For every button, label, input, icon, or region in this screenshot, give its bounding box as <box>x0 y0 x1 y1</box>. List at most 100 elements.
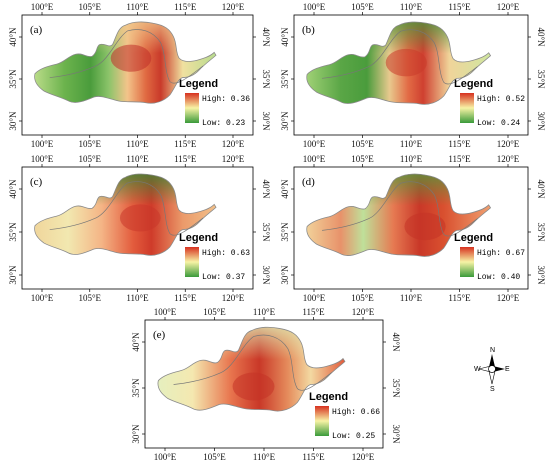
map-legend: Legend High: 0.52 Low: 0.24 <box>454 78 525 128</box>
longitude-tick-label: 110°E <box>126 139 149 149</box>
panel-label: (d) <box>302 176 315 188</box>
latitude-tick-label: 40°N <box>131 332 141 352</box>
latitude-tick-label: 40°N <box>280 179 290 199</box>
latitude-tick-label: 40°N <box>8 27 18 47</box>
longitude-tick-label: 105°E <box>203 307 226 317</box>
legend-high-value: High: 0.66 <box>332 408 380 417</box>
latitude-tick-label: 30°N <box>8 265 18 285</box>
latitude-tick-label: 35°N <box>261 222 271 242</box>
map-panel-d: 100°E 100°E 105°E 105°E 110°E 110°E 115°E 115°E… <box>272 152 550 304</box>
legend-high-value: High: 0.36 <box>202 95 250 104</box>
panel-label: (c) <box>30 176 43 188</box>
latitude-tick-label: 30°N <box>261 111 271 131</box>
latitude-tick-label: 35°N <box>536 222 546 242</box>
longitude-tick-label: 120°E <box>352 452 375 462</box>
longitude-tick-label: 110°E <box>400 293 423 303</box>
longitude-tick-label: 105°E <box>78 293 101 303</box>
longitude-tick-label: 115°E <box>174 2 197 12</box>
longitude-tick-label: 115°E <box>174 154 197 164</box>
longitude-tick-label: 120°E <box>497 139 520 149</box>
panel-label: (e) <box>153 329 166 341</box>
longitude-tick-label: 100°E <box>31 293 54 303</box>
legend-high-value: High: 0.52 <box>477 95 525 104</box>
legend-color-ramp <box>315 406 329 436</box>
longitude-tick-label: 105°E <box>351 2 374 12</box>
latitude-tick-label: 35°N <box>280 69 290 89</box>
longitude-tick-label: 100°E <box>303 139 326 149</box>
longitude-tick-label: 115°E <box>174 139 197 149</box>
legend-low-value: Low: 0.25 <box>332 432 375 441</box>
longitude-tick-label: 110°E <box>400 139 423 149</box>
longitude-tick-label: 100°E <box>303 154 326 164</box>
longitude-tick-label: 120°E <box>497 293 520 303</box>
longitude-tick-label: 115°E <box>448 154 471 164</box>
longitude-tick-label: 110°E <box>126 154 149 164</box>
latitude-tick-label: 30°N <box>536 265 546 285</box>
latitude-tick-label: 40°N <box>280 27 290 47</box>
longitude-tick-label: 105°E <box>78 139 101 149</box>
legend-title: Legend <box>179 78 218 90</box>
longitude-tick-label: 100°E <box>303 2 326 12</box>
latitude-tick-label: 40°N <box>261 27 271 47</box>
latitude-tick-label: 30°N <box>536 111 546 131</box>
latitude-tick-label: 40°N <box>536 179 546 199</box>
compass-west-label: W <box>474 366 481 373</box>
longitude-tick-label: 110°E <box>126 2 149 12</box>
map-legend: Legend High: 0.67 Low: 0.40 <box>454 232 525 282</box>
longitude-tick-label: 110°E <box>126 293 149 303</box>
legend-title: Legend <box>454 232 493 244</box>
longitude-tick-label: 100°E <box>303 293 326 303</box>
latitude-tick-label: 35°N <box>261 69 271 89</box>
longitude-tick-label: 105°E <box>78 154 101 164</box>
longitude-tick-label: 115°E <box>174 293 197 303</box>
legend-high-value: High: 0.67 <box>477 249 525 258</box>
longitude-tick-label: 105°E <box>351 154 374 164</box>
longitude-tick-label: 100°E <box>31 154 54 164</box>
latitude-tick-label: 30°N <box>261 265 271 285</box>
longitude-tick-label: 110°E <box>253 452 276 462</box>
longitude-tick-label: 120°E <box>352 307 375 317</box>
longitude-tick-label: 120°E <box>497 154 520 164</box>
longitude-tick-label: 120°E <box>222 139 245 149</box>
latitude-tick-label: 35°N <box>8 69 18 89</box>
map-legend: Legend High: 0.63 Low: 0.37 <box>179 232 250 282</box>
legend-title: Legend <box>309 391 348 403</box>
longitude-tick-label: 110°E <box>400 2 423 12</box>
legend-low-value: Low: 0.24 <box>477 119 520 128</box>
legend-color-ramp <box>185 93 199 123</box>
longitude-tick-label: 120°E <box>497 2 520 12</box>
panel-label: (b) <box>302 24 315 36</box>
map-panel-c: 100°E 100°E 105°E 105°E 110°E 110°E 115°E 115°E… <box>0 152 275 304</box>
longitude-tick-label: 115°E <box>448 139 471 149</box>
legend-title: Legend <box>179 232 218 244</box>
latitude-tick-label: 30°N <box>131 424 141 444</box>
legend-low-value: Low: 0.40 <box>477 273 520 282</box>
compass-south-label: S <box>490 386 495 391</box>
legend-title: Legend <box>454 78 493 90</box>
latitude-tick-label: 40°N <box>8 179 18 199</box>
latitude-tick-label: 35°N <box>536 69 546 89</box>
latitude-tick-label: 40°N <box>536 27 546 47</box>
longitude-tick-label: 115°E <box>302 307 325 317</box>
legend-color-ramp <box>460 247 474 277</box>
longitude-tick-label: 100°E <box>154 452 177 462</box>
legend-low-value: Low: 0.37 <box>202 273 245 282</box>
north-arrow-compass-icon: N W E S <box>474 345 510 393</box>
map-panel-a: 100°E 100°E 105°E 105°E 110°E 110°E 115°E 115°E… <box>0 0 275 150</box>
latitude-tick-label: 30°N <box>8 111 18 131</box>
latitude-tick-label: 40°N <box>261 179 271 199</box>
latitude-tick-label: 35°N <box>8 222 18 242</box>
latitude-tick-label: 30°N <box>280 265 290 285</box>
latitude-tick-label: 35°N <box>131 378 141 398</box>
longitude-tick-label: 110°E <box>253 307 276 317</box>
longitude-tick-label: 110°E <box>400 154 423 164</box>
longitude-tick-label: 105°E <box>78 2 101 12</box>
longitude-tick-label: 115°E <box>448 293 471 303</box>
longitude-tick-label: 115°E <box>448 2 471 12</box>
longitude-tick-label: 105°E <box>351 293 374 303</box>
longitude-tick-label: 100°E <box>31 139 54 149</box>
longitude-tick-label: 120°E <box>222 154 245 164</box>
map-panel-e: 100°E 100°E 105°E 105°E 110°E 110°E 115°E 115°E… <box>125 305 405 465</box>
compass-north-label: N <box>490 347 495 354</box>
map-panel-b: 100°E 100°E 105°E 105°E 110°E 110°E 115°E 115°E… <box>272 0 550 150</box>
